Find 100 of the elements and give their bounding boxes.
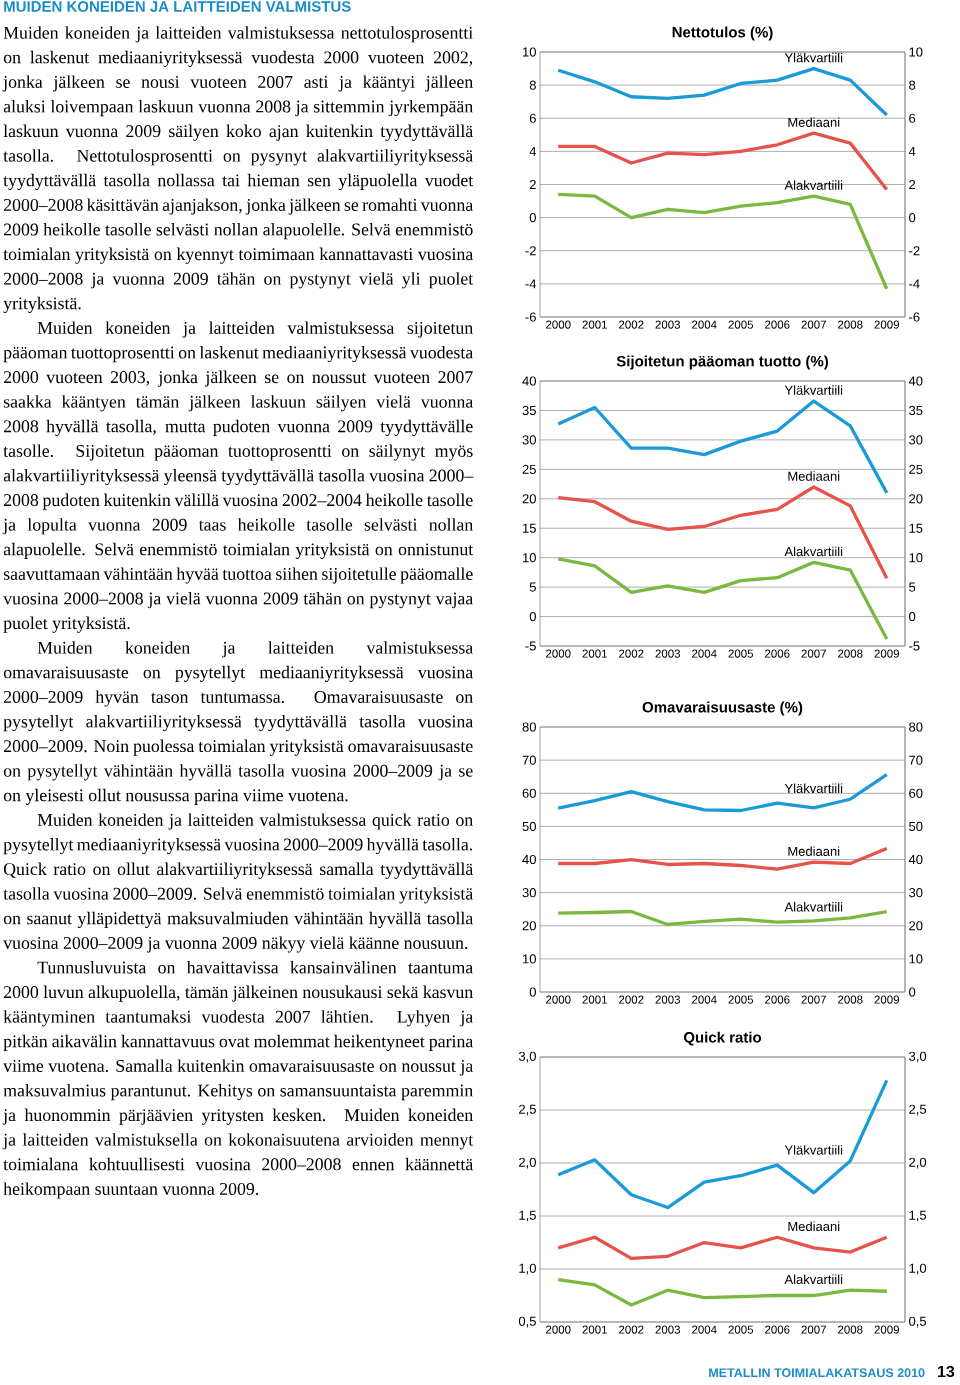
y-tick-label: 6: [529, 113, 536, 123]
y-tick-label: 30: [522, 888, 536, 898]
y2-tick-label: 20: [909, 494, 923, 504]
text: Muiden koneiden ja laitteiden valmistuksessa sijoitetun pääoman tuottoprosentti on laskenut mediaaniyrityksessä vuodesta 2000 vuoteen 2003, jonka jälkeen se on noussut vuoteen 2007 saakka kääntyen tämän jälkeen laskuun säilyen vielä vuonna 2008 hyvällä tasolla, mutta pudoten vuonna 2009 tyydyttävälle tasolle. Sijoitetun pääoman tuottoprosentti on säilynyt myös alakvartiiliyrityksessä yleensä tyydyttävällä tasolla vuosina 2000–2008 pudoten kuitenkin välillä vuosina 2002–2004 heikolle tasolle ja lopulta vuonna 2009 taas heikolle tasolle selvästi nollan alapuolelle. Selvä enemmistö toimialan yrityksistä on onnistunut saavuttamaan vähintään hyvää tuottoa siihen sijoitetulle pääomalle vuosina 2000–2008 ja vielä vuonna 2009 tähän on pystynyt vajaa puolet yrityksistä.: [2, 321, 474, 633]
x-tick-label: 2004: [692, 995, 717, 1004]
y2-tick-label: 8: [909, 80, 916, 90]
y2-tick-label: 40: [908, 376, 923, 386]
y2-tick-label: 70: [909, 755, 923, 765]
x-tick-label: 2003: [655, 995, 681, 1004]
chart-title: Omavaraisuusaste (%): [642, 701, 803, 716]
y-tick-label: 3,0: [518, 1051, 536, 1063]
y-tick-label: 70: [522, 755, 536, 765]
y2-tick-label: 50: [909, 821, 923, 831]
series-label: Yläkvartiili: [784, 1145, 843, 1155]
y2-tick-label: 10: [909, 954, 923, 964]
x-tick-label: 2005: [728, 1325, 754, 1334]
y2-tick-label: 10: [909, 553, 923, 563]
y-tick-label: 1,0: [519, 1263, 536, 1275]
y-tick-label: 2: [529, 179, 536, 190]
x-tick-label: 2006: [765, 649, 790, 658]
x-tick-label: 2006: [765, 995, 790, 1004]
y2-tick-label: 80: [909, 722, 923, 732]
y2-tick-label: 30: [909, 435, 923, 445]
x-tick-label: 2007: [801, 995, 826, 1004]
x-tick-label: 2000: [546, 995, 571, 1004]
y2-tick-label: -4: [909, 279, 920, 289]
y-tick-label: 2,5: [519, 1104, 536, 1116]
chart-title: Nettotulos (%): [672, 26, 773, 41]
x-tick-label: 2008: [838, 1325, 863, 1334]
series-label: Yläkvartiili: [784, 52, 843, 63]
x-tick-label: 2005: [728, 320, 754, 329]
y-tick-label: -2: [525, 246, 536, 256]
y2-tick-label: 25: [909, 464, 923, 474]
chart-title: Quick ratio: [683, 1031, 762, 1046]
y2-tick-label: -5: [909, 641, 920, 651]
x-tick-label: 2001: [582, 320, 607, 329]
line-series: [556, 485, 889, 580]
text: Muiden koneiden ja laitteiden valmistuksessa quick ratio on pysytellyt mediaaniyrityksessä vuosina 2000–2009 hyvällä tasolla. Quick ratio on ollut alakvartiiliyrityksessä samalla tyydyttävällä tasolla vuosina 2000–2009. Selvä enemmistö toimialan yrityksistä on saanut ylläpidettyä maksuvalmiuden vähintään hyvällä tasolla vuosina 2000–2009 ja vuonna 2009 näkyy vielä käänne nousuun.: [3, 813, 474, 953]
y-tick-label: 80: [522, 722, 536, 732]
x-tick-label: 2009: [874, 649, 899, 658]
y2-tick-label: 2,5: [909, 1104, 927, 1116]
x-tick-label: 2001: [582, 649, 607, 658]
y2-tick-label: 4: [908, 146, 916, 156]
y2-tick-label: 3,0: [909, 1051, 927, 1063]
x-tick-label: 2001: [582, 995, 607, 1004]
x-tick-label: 2000: [546, 649, 571, 658]
y2-tick-label: 40: [908, 854, 923, 865]
series-label: Mediaani: [788, 471, 840, 481]
chart-title: Sijoitetun pääoman tuotto (%): [616, 355, 828, 370]
series-label: Mediaani: [788, 1221, 840, 1232]
y-tick-label: 10: [522, 553, 536, 563]
y2-tick-label: 30: [909, 888, 923, 898]
series-label: Mediaani: [788, 117, 840, 127]
y2-tick-label: 1,5: [909, 1210, 927, 1222]
y-tick-label: 50: [522, 821, 536, 831]
x-tick-label: 2006: [765, 1325, 790, 1334]
y-tick-label: 25: [522, 464, 536, 474]
y2-tick-label: 2,0: [909, 1157, 927, 1169]
x-tick-label: 2009: [874, 320, 899, 329]
x-tick-label: 2005: [728, 649, 754, 658]
text: Muiden koneiden ja laitteiden valmistuksessa omavaraisuusaste on pysytellyt mediaaniyrityksessä vuosina 2000–2009 hyvän tason tuntumassa. Omavaraisuusaste on pysytellyt alakvartiiliyrityksessä tyydyttävällä tasolla vuosina 2000–2009. Noin puolessa toimialan yrityksistä omavaraisuusaste on pysytellyt vähintään hyvällä tasolla vuosina 2000–2009 ja se on yleisesti ollut nousussa parina viime vuotena.: [3, 641, 474, 805]
y2-tick-label: 15: [909, 523, 923, 533]
x-tick-label: 2008: [838, 649, 863, 658]
x-tick-label: 2001: [582, 1325, 607, 1334]
series-label: Alakvartiili: [784, 180, 843, 190]
text: METALLIN TOIMIALAKATSAUS 2010: [709, 1368, 925, 1378]
y2-tick-label: 1,0: [909, 1263, 927, 1275]
y2-tick-label: 0: [909, 611, 916, 622]
y2-tick-label: 0: [909, 987, 916, 997]
line-series: [556, 192, 889, 291]
y-tick-label: 30: [522, 435, 536, 445]
line-series: [556, 131, 889, 192]
y2-tick-label: 20: [909, 921, 923, 931]
text: 13: [938, 1365, 955, 1378]
line-series: [556, 557, 889, 641]
text: Muiden koneiden ja laitteiden valmistuksessa nettotulosprosentti on laskenut mediaaniyrityksessä vuodesta 2000 vuoteen 2002, jonka jälkeen se nousi vuoteen 2007 asti ja kääntyi jälleen aluksi loivempaan laskuun vuonna 2008 ja sittemmin jyrkempään laskuun vuonna 2009 säilyen koko ajan kuitenkin tyydyttävällä tasolla. Nettotulosprosentti on pysynyt alakvartiiliyrityksessä tyydyttävällä tasolla nollassa tai hieman sen yläpuolella vuodet 2000–2008 käsittävän ajanjakson, jonka jälkeen se romahti vuonna 2009 heikolle tasolle selvästi nollan alapuolelle. Selvä enemmistö toimialan yrityksistä on kyennyt toimimaan kannattavasti vuosina 2000–2008 ja vuonna 2009 tähän on pystynyt vielä yli puolet yrityksistä.: [2, 26, 474, 313]
y-tick-label: 20: [522, 921, 536, 931]
series-label: Mediaani: [788, 846, 840, 856]
x-tick-label: 2004: [692, 1325, 717, 1334]
y-tick-label: -4: [525, 279, 537, 289]
y-tick-label: 1,5: [519, 1210, 536, 1222]
y2-tick-label: 0: [909, 213, 916, 223]
y-tick-label: 5: [529, 582, 536, 592]
line-series: [556, 66, 889, 117]
series-label: Alakvartiili: [784, 546, 843, 557]
x-tick-label: 2009: [874, 995, 899, 1004]
y2-tick-label: 60: [909, 788, 923, 798]
text: Tunnusluvuista on havaittavissa kansainvälinen taantuma 2000 luvun alkupuolella, tämän jälkeinen nousukausi sekä kasvun kääntyminen taantumaksi vuodesta 2007 lähtien. Lyhyen ja pitkän aikavälin kannattavuus ovat molemmat heikentyneet parina viime vuotena. Samalla kuitenkin omavaraisuusaste on noussut ja maksuvalmius parantunut. Kehitys on samansuuntaista paremmin ja huonommin pärjäävien yritysten kesken. Muiden koneiden ja laitteiden valmistuksella on kokonaisuutena arvioiden mennyt toimialana kohtuullisesti vuosina 2000–2008 ennen käännettä heikompaan suuntaan vuonna 2009.: [2, 960, 474, 1199]
line-series: [556, 399, 889, 495]
y-tick-label: 15: [522, 523, 536, 533]
x-tick-label: 2002: [619, 995, 644, 1004]
x-tick-label: 2000: [546, 320, 571, 329]
y-tick-label: 0: [529, 611, 536, 622]
x-tick-label: 2008: [838, 320, 863, 329]
x-tick-label: 2003: [655, 320, 681, 329]
y-tick-label: 40: [522, 376, 536, 386]
y2-tick-label: -2: [909, 246, 920, 256]
x-tick-label: 2002: [619, 1325, 644, 1334]
line-series: [556, 1078, 889, 1210]
y-tick-label: 4: [529, 146, 537, 156]
